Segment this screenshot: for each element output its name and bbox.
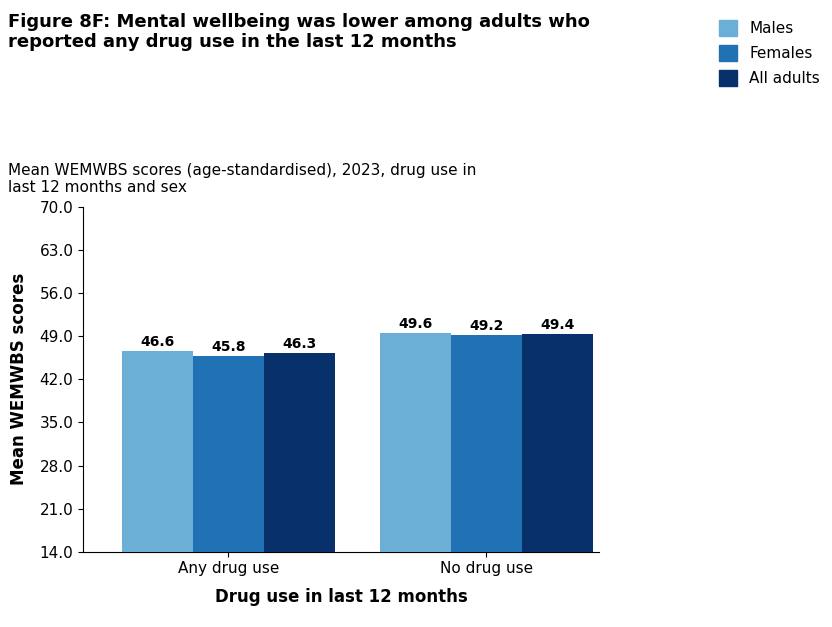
Bar — [264, 353, 334, 627]
Legend: Males, Females, All adults: Males, Females, All adults — [719, 20, 820, 87]
Text: 46.3: 46.3 — [282, 337, 316, 351]
Bar — [193, 356, 264, 627]
Bar — [451, 335, 522, 627]
Text: Mean WEMWBS scores (age-standardised), 2023, drug use in
last 12 months and sex: Mean WEMWBS scores (age-standardised), 2… — [8, 163, 477, 196]
Text: 49.4: 49.4 — [540, 318, 574, 332]
Text: 46.6: 46.6 — [141, 335, 175, 349]
Bar — [522, 334, 592, 627]
Text: 49.2: 49.2 — [469, 319, 503, 333]
X-axis label: Drug use in last 12 months: Drug use in last 12 months — [215, 587, 468, 606]
Y-axis label: Mean WEMWBS scores: Mean WEMWBS scores — [10, 273, 28, 485]
Bar — [121, 351, 193, 627]
Text: Figure 8F: Mental wellbeing was lower among adults who
reported any drug use in : Figure 8F: Mental wellbeing was lower am… — [8, 13, 590, 51]
Text: 49.6: 49.6 — [399, 317, 433, 330]
Bar — [379, 332, 451, 627]
Text: 45.8: 45.8 — [211, 340, 245, 354]
